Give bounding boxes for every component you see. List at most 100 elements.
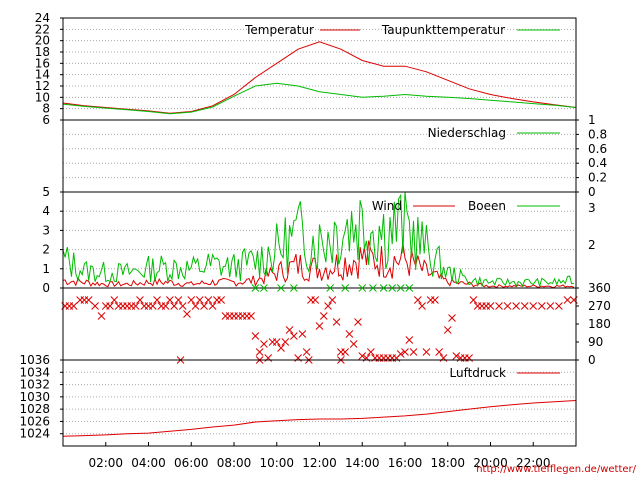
legend-label: Taupunkttemperatur [381, 23, 505, 37]
direction-marker [512, 302, 521, 310]
direction-marker [255, 348, 264, 356]
direction-marker [563, 296, 572, 304]
gust-line [62, 191, 574, 289]
direction-marker [161, 302, 170, 310]
direction-marker [183, 310, 191, 318]
y-tick-label: 2 [42, 243, 50, 257]
y-tick-label-right: 0 [588, 185, 596, 199]
dewpoint-line [62, 82, 577, 115]
legend-label: Temperatur [244, 23, 314, 37]
y-tick-label: 1024 [19, 427, 50, 441]
wind-direction-panel: 360 270 180 90 0 [61, 281, 611, 367]
direction-marker [277, 284, 285, 292]
x-tick-label: 12:00 [302, 456, 337, 470]
y-tick-label-right: 0.8 [588, 127, 607, 141]
y-tick-label: 4 [42, 204, 50, 218]
direction-marker [153, 296, 161, 304]
y-tick-label: 1036 [19, 353, 50, 367]
direction-marker [208, 302, 217, 310]
direction-marker [178, 302, 187, 310]
y-tick-label: 12 [35, 79, 50, 93]
direction-marker [166, 296, 174, 304]
direction-marker [281, 338, 290, 346]
y-tick-label: 6 [42, 113, 50, 127]
temperature-line [62, 41, 577, 114]
y-tick-label: 0 [42, 281, 50, 295]
direction-marker [251, 332, 260, 340]
direction-marker [289, 332, 298, 340]
y-tick-label: 14 [35, 68, 50, 82]
direction-marker [289, 284, 298, 292]
direction-marker [529, 302, 538, 310]
direction-marker [448, 314, 456, 322]
direction-marker [413, 296, 422, 304]
direction-marker [409, 348, 418, 356]
direction-marker [110, 296, 119, 304]
direction-marker [272, 338, 281, 346]
direction-marker [401, 348, 409, 356]
y-tick-label: 1 [42, 262, 50, 276]
direction-marker [555, 302, 563, 310]
direction-marker [311, 296, 320, 304]
x-tick-label: 18:00 [430, 456, 465, 470]
direction-marker [358, 352, 367, 360]
legend-label: Boeen [468, 199, 506, 213]
x-tick-label: 14:00 [345, 456, 380, 470]
direction-marker [217, 296, 226, 304]
direction-marker [277, 344, 285, 352]
direction-marker [247, 312, 255, 320]
direction-marker [354, 318, 362, 326]
direction-marker [405, 284, 414, 292]
direction-marker [191, 302, 200, 310]
y-tick-label-right: 0.2 [588, 171, 607, 185]
direction-marker [422, 348, 431, 356]
direction-marker [341, 284, 350, 292]
direction-marker [319, 312, 328, 320]
y-tick-label-right: 360 [588, 281, 611, 295]
direction-marker [341, 348, 350, 356]
direction-marker [260, 340, 268, 348]
y-tick-label-right: 1 [588, 113, 596, 127]
y-tick-label: 16 [35, 56, 50, 70]
direction-marker [200, 302, 208, 310]
direction-marker [251, 284, 260, 292]
y-tick-label-right: 0.6 [588, 142, 607, 156]
x-tick-label: 06:00 [174, 456, 209, 470]
y-tick-label-right: 180 [588, 317, 611, 331]
y-tick-label: 22 [35, 22, 50, 36]
direction-marker [298, 330, 307, 338]
direction-marker [326, 284, 335, 292]
wind-panel: 5 4 3 2 1 0 3 2 Wind Boeen [42, 185, 595, 295]
y-tick-label-right: 0.4 [588, 156, 607, 170]
y-tick-label: 1028 [19, 402, 50, 416]
y-tick-label-right: 0 [588, 353, 596, 367]
time-axis: 02:00 04:00 06:00 08:00 10:00 12:00 14:00 16:00… [88, 442, 551, 470]
y-tick-label-right: 270 [588, 299, 611, 313]
direction-marker [431, 296, 439, 304]
direction-marker [69, 302, 78, 310]
direction-marker [328, 296, 337, 304]
credit-link[interactable]: http://www.tiefflegen.de/wetter/ [476, 464, 636, 475]
y-tick-label: 1032 [19, 378, 50, 392]
y-tick-label: 1030 [19, 390, 50, 404]
direction-marker [195, 296, 204, 304]
x-tick-label: 08:00 [217, 456, 252, 470]
direction-marker [170, 302, 179, 310]
x-tick-label: 02:00 [88, 456, 123, 470]
pressure-line [62, 400, 577, 437]
y-tick-label: 3 [42, 223, 50, 237]
direction-marker [379, 284, 388, 292]
legend-label: Wind [372, 199, 402, 213]
y-tick-label-right: 2 [588, 238, 596, 252]
direction-marker [136, 296, 144, 304]
direction-marker [369, 284, 377, 292]
direction-marker [332, 318, 341, 326]
direction-marker [131, 302, 140, 310]
direction-marker [486, 302, 495, 310]
direction-marker [443, 326, 452, 334]
direction-marker [148, 302, 157, 310]
legend-label: Luftdruck [449, 366, 506, 380]
direction-marker [520, 302, 529, 310]
